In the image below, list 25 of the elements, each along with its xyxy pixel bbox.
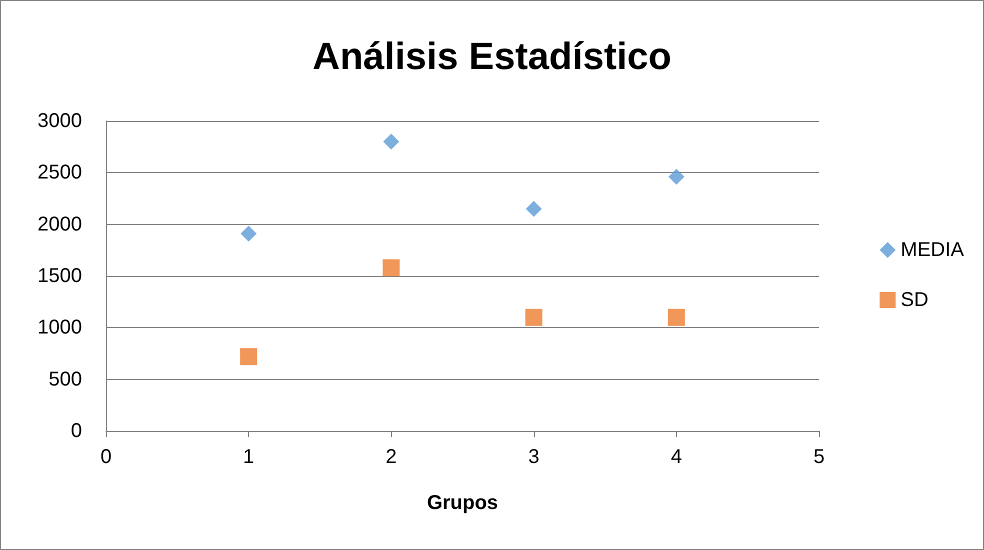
chart-title: Análisis Estadístico — [312, 36, 672, 78]
y-tick-label: 3000 — [38, 110, 82, 132]
y-tick-label: 1500 — [38, 265, 82, 287]
x-tick-label: 5 — [813, 446, 825, 468]
y-tick-label: 1000 — [38, 316, 82, 339]
x-tick-label: 1 — [243, 446, 254, 468]
point — [668, 308, 685, 326]
y-tick-label: 2500 — [38, 162, 82, 184]
point — [240, 226, 257, 242]
legend-label: SD — [900, 289, 928, 311]
y-tick-label: 2000 — [38, 213, 82, 236]
legend-label: MEDIA — [900, 239, 965, 261]
point — [525, 308, 542, 326]
x-axis-title: Grupos — [426, 492, 498, 514]
x-tick-label: 2 — [386, 446, 397, 468]
point — [526, 200, 542, 217]
x-tick-label: 0 — [100, 446, 112, 468]
y-tick-label: 0 — [70, 420, 82, 442]
point — [383, 134, 400, 150]
x-tick-label: 3 — [528, 446, 540, 468]
point — [382, 259, 400, 276]
x-tick-label: 4 — [670, 446, 682, 468]
y-tick-label: 500 — [48, 368, 82, 390]
point — [668, 168, 684, 185]
point — [240, 348, 258, 366]
